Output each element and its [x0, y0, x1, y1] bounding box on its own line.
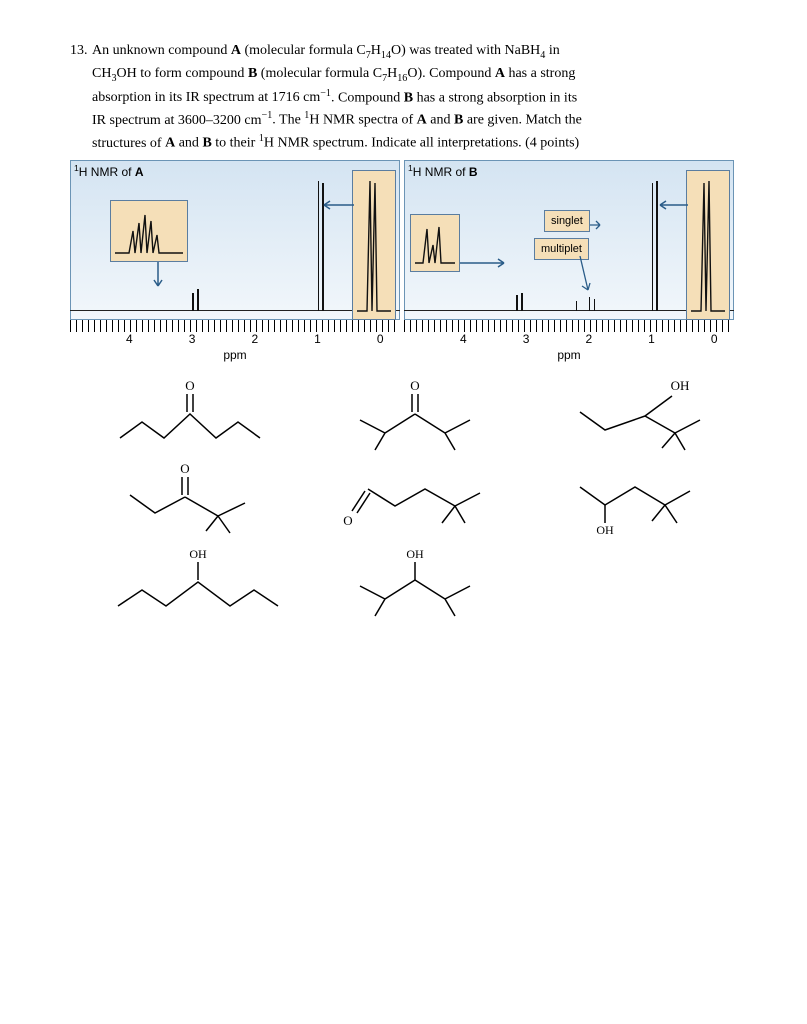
callout-singlet: singlet: [544, 210, 590, 233]
spectrum-a-axis-label: ppm: [223, 346, 246, 364]
structure-empty: [550, 544, 750, 624]
spectrum-b-title: 1H NMR of B: [408, 162, 477, 181]
spectrum-a-baseline: [70, 310, 400, 311]
spectrum-b-inset-right: [686, 170, 730, 320]
svg-text:O: O: [410, 378, 419, 393]
structure-22-dimethylpentan-3-ol: OH: [550, 378, 750, 453]
tick-label: 1: [648, 330, 655, 348]
structure-heptan-4-ol: OH: [100, 544, 310, 624]
callout-singlet-arrow: [590, 216, 604, 237]
tick-label: 2: [585, 330, 592, 348]
structure-44-dimethylpentan-2-one: O: [330, 461, 530, 536]
spectrum-b-axis: 4 3 2 1 0 ppm: [404, 320, 734, 370]
spectrum-b-inset-right-arrow: [656, 196, 688, 217]
structure-heptan-4-one: O: [100, 378, 310, 453]
question-text: 13.An unknown compound A (molecular form…: [70, 40, 737, 154]
svg-text:O: O: [185, 378, 194, 393]
structure-44-dimethylpentan-2-ol: OH: [550, 461, 750, 536]
spectrum-a-axis: 4 3 2 1 0 ppm: [70, 320, 400, 370]
structure-24-dimethylpentan-3-ol: OH: [330, 544, 530, 624]
svg-text:OH: OH: [189, 547, 207, 561]
spectrum-b-baseline: [404, 310, 734, 311]
spectrum-b-inset-left: [410, 214, 460, 272]
spectrum-b: 1H NMR of B singlet multiplet: [404, 160, 734, 370]
svg-text:O: O: [343, 513, 352, 528]
tick-label: 4: [460, 330, 467, 348]
callout-multiplet-arrow: [574, 256, 594, 303]
tick-label: 2: [251, 330, 258, 348]
spectrum-b-inset-left-arrow: [460, 254, 510, 275]
tick-label: 1: [314, 330, 321, 348]
spectrum-a-inset-right: [352, 170, 396, 320]
svg-text:OH: OH: [406, 547, 424, 561]
tick-label: 3: [523, 330, 530, 348]
tick-label: 3: [189, 330, 196, 348]
spectra-row: 1H NMR of A 43210 ppm 1H NM: [70, 160, 737, 370]
svg-text:OH: OH: [671, 378, 690, 393]
structure-24-dimethylpentan-3-one: O: [330, 378, 530, 453]
tick-label: 0: [711, 330, 718, 348]
spectrum-a-inset-left-arrow: [148, 262, 168, 299]
svg-text:OH: OH: [596, 523, 614, 536]
spectrum-a-title: 1H NMR of A: [74, 162, 143, 181]
spectrum-a-inset-right-arrow: [320, 196, 354, 217]
structure-22-dimethylpentan-3-one: O: [100, 461, 310, 536]
tick-label: 4: [126, 330, 133, 348]
tick-label: 0: [377, 330, 384, 348]
structures-grid: O O OH O: [70, 378, 737, 624]
spectrum-b-axis-label: ppm: [557, 346, 580, 364]
spectrum-a: 1H NMR of A 4 3 2 1 0 ppm: [70, 160, 400, 370]
question-number: 13.: [70, 40, 92, 61]
spectrum-a-inset-left: [110, 200, 188, 262]
svg-text:O: O: [180, 461, 189, 476]
